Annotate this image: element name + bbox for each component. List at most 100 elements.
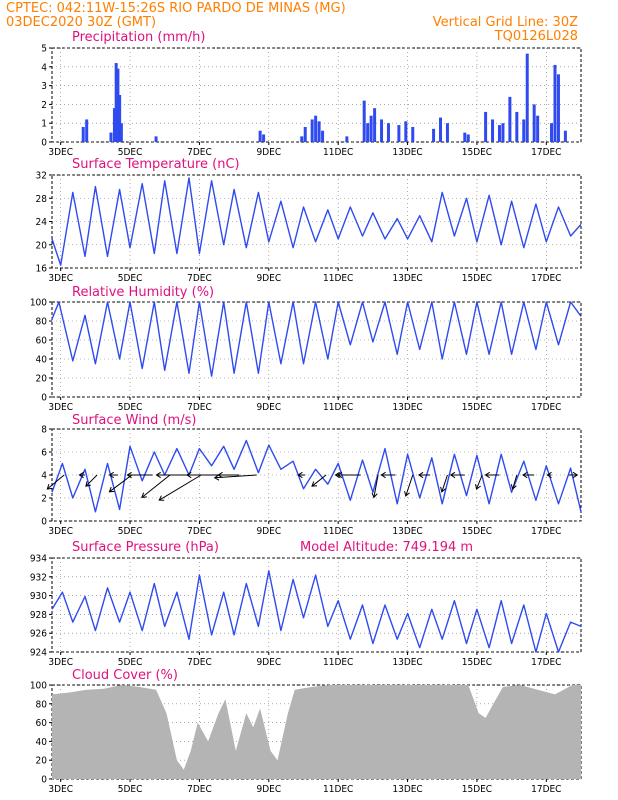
humidity-series-line bbox=[51, 301, 582, 377]
wind-vector-arrowhead bbox=[186, 471, 192, 479]
precipitation-bar bbox=[491, 119, 495, 142]
wind-vector-arrowhead bbox=[449, 471, 456, 479]
cloud-cover-xtick-label: 5DEC bbox=[118, 784, 143, 795]
pressure-xtick-label: 5DEC bbox=[118, 657, 143, 668]
cloud-cover-ytick-label: 40 bbox=[36, 737, 48, 748]
pressure-xtick-label: 11DEC bbox=[323, 657, 353, 668]
temperature-ytick-label: 16 bbox=[36, 264, 48, 275]
wind-vector-arrowhead bbox=[297, 471, 303, 479]
wind-vector-arrowhead bbox=[484, 471, 490, 479]
header-grid-note: Vertical Grid Line: 30Z bbox=[433, 15, 578, 30]
wind-xtick-label: 15DEC bbox=[462, 526, 492, 537]
precipitation-bar bbox=[345, 136, 349, 142]
pressure-title: Surface Pressure (hPa) bbox=[72, 540, 219, 555]
cloud-cover-ytick-label: 60 bbox=[36, 718, 48, 729]
cloud-cover-plot: 0 20 40 60 80 100 3DEC 5DEC 7DEC 9DEC 11DEC 13DEC 15… bbox=[30, 681, 582, 795]
cloud-cover-title: Cloud Cover (%) bbox=[72, 668, 178, 683]
wind-vector-arrowhead bbox=[380, 471, 386, 479]
precipitation-bar bbox=[553, 64, 557, 142]
precipitation-bar bbox=[445, 123, 449, 142]
humidity-ytick-label: 0 bbox=[41, 393, 47, 404]
precipitation-bar bbox=[317, 121, 321, 142]
precipitation-bar bbox=[501, 123, 505, 142]
wind-vector-arrowhead bbox=[334, 471, 340, 479]
precipitation-bar bbox=[380, 119, 384, 142]
wind-vector-arrowhead bbox=[108, 471, 114, 479]
humidity-ytick-label: 80 bbox=[36, 317, 48, 328]
pressure-ytick-label: 928 bbox=[30, 610, 47, 621]
temperature-xtick-label: 5DEC bbox=[118, 273, 143, 284]
wind-vector-arrowhead bbox=[475, 484, 481, 490]
temperature-ytick-label: 28 bbox=[36, 194, 48, 205]
pressure-xtick-label: 3DEC bbox=[48, 657, 73, 668]
humidity-xtick-label: 7DEC bbox=[187, 402, 212, 413]
temperature-xtick-label: 3DEC bbox=[48, 273, 73, 284]
wind-vector-arrow bbox=[141, 474, 171, 498]
precipitation-xtick-label: 11DEC bbox=[323, 147, 353, 158]
humidity-xtick-label: 5DEC bbox=[118, 402, 143, 413]
precipitation-bar bbox=[112, 108, 116, 142]
pressure-ytick-label: 924 bbox=[30, 648, 47, 659]
temperature-plot: 16 20 24 28 32 3DEC 5DEC 7DEC 9DEC 11DEC 13DEC 15DE… bbox=[36, 171, 582, 284]
precipitation-bar bbox=[85, 119, 89, 142]
wind-vector-arrowhead bbox=[126, 471, 132, 479]
cloud-cover-area bbox=[52, 685, 581, 779]
precipitation-ytick-label: 2 bbox=[41, 100, 47, 111]
wind-vector-arrowhead bbox=[371, 492, 378, 499]
pressure-xtick-label: 13DEC bbox=[392, 657, 422, 668]
precipitation-ytick-label: 4 bbox=[41, 62, 47, 73]
wind-vector-arrowhead bbox=[522, 471, 528, 479]
wind-vector-arrowhead bbox=[46, 484, 53, 490]
wind-vector-arrow bbox=[373, 474, 379, 498]
precipitation-bar bbox=[532, 104, 536, 142]
cloud-cover-ytick-label: 80 bbox=[36, 699, 48, 710]
cloud-cover-xtick-label: 15DEC bbox=[462, 784, 492, 795]
cloud-cover-xtick-label: 17DEC bbox=[531, 784, 561, 795]
temperature-xtick-label: 11DEC bbox=[323, 273, 353, 284]
precipitation-bar bbox=[386, 123, 390, 142]
cloud-cover-ytick-label: 0 bbox=[41, 775, 47, 786]
panel-cloud-cover: Cloud Cover (%) bbox=[72, 668, 178, 683]
wind-vector-arrow bbox=[85, 474, 98, 487]
panel-precipitation: Precipitation (mm/h) bbox=[72, 30, 205, 45]
precipitation-bar bbox=[432, 128, 436, 142]
header-location: CPTEC: 042:11W-15:26S RIO PARDO DE MINAS… bbox=[6, 1, 346, 16]
wind-title: Surface Wind (m/s) bbox=[72, 413, 196, 428]
wind-xtick-label: 7DEC bbox=[187, 526, 212, 537]
wind-vector-arrow bbox=[405, 474, 414, 497]
precipitation-ytick-label: 5 bbox=[41, 44, 47, 55]
temperature-xtick-label: 15DEC bbox=[462, 273, 492, 284]
precipitation-bar bbox=[109, 132, 113, 142]
wind-vector-arrow bbox=[109, 474, 133, 493]
precipitation-bar bbox=[154, 136, 158, 142]
precipitation-bar bbox=[310, 119, 314, 142]
pressure-ytick-label: 930 bbox=[30, 591, 47, 602]
wind-vector-arrow bbox=[214, 474, 257, 479]
precipitation-bar bbox=[508, 96, 512, 142]
wind-ytick-label: 6 bbox=[41, 448, 47, 459]
humidity-xtick-label: 9DEC bbox=[256, 402, 281, 413]
precipitation-xtick-label: 13DEC bbox=[392, 147, 422, 158]
precipitation-bar bbox=[262, 134, 266, 142]
wind-xtick-label: 9DEC bbox=[256, 526, 281, 537]
humidity-xtick-label: 15DEC bbox=[462, 402, 492, 413]
precipitation-bar bbox=[550, 123, 554, 142]
pressure-xtick-label: 9DEC bbox=[256, 657, 281, 668]
precipitation-ytick-label: 0 bbox=[41, 138, 47, 149]
precipitation-bar bbox=[300, 136, 304, 142]
precipitation-bar bbox=[321, 130, 325, 142]
wind-vector-arrowhead bbox=[440, 486, 447, 493]
precipitation-bar bbox=[515, 111, 519, 142]
humidity-ytick-label: 60 bbox=[36, 336, 48, 347]
precipitation-bar bbox=[114, 63, 118, 142]
cloud-cover-xtick-label: 3DEC bbox=[48, 784, 73, 795]
wind-vector-arrowhead bbox=[78, 471, 84, 479]
precipitation-xtick-label: 9DEC bbox=[256, 147, 281, 158]
precipitation-bar bbox=[463, 132, 467, 142]
wind-plot: 0 2 4 6 8 3DEC 5DEC 7DEC 9DEC 11DEC 13DEC 15DEC 17DE… bbox=[41, 425, 582, 537]
precipitation-bar bbox=[258, 130, 262, 142]
temperature-ytick-label: 32 bbox=[36, 171, 47, 182]
wind-vector-arrowhead bbox=[213, 474, 220, 481]
panel-humidity: Relative Humidity (%) bbox=[72, 285, 214, 300]
